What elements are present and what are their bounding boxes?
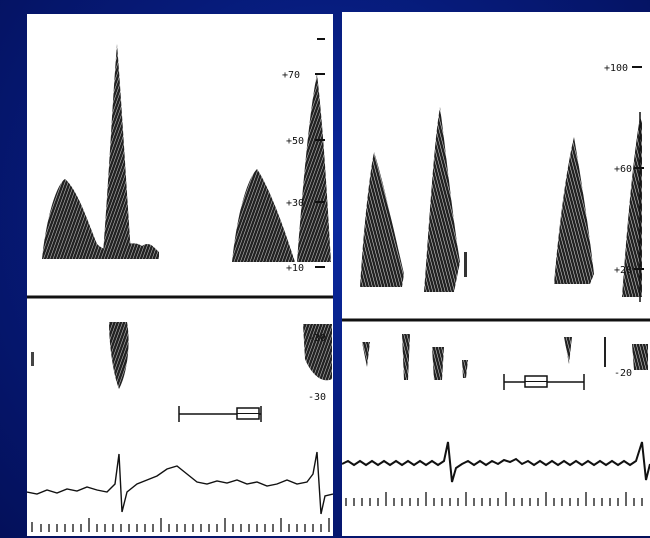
artifact-mark bbox=[31, 352, 34, 366]
reverse-flow-signal bbox=[362, 334, 648, 380]
right-upper-scale: +100 +60 +20 bbox=[604, 63, 644, 302]
spectral-envelope bbox=[111, 242, 159, 259]
spectral-envelope bbox=[464, 252, 467, 277]
scale-label: -30 bbox=[308, 392, 326, 403]
spectral-envelope bbox=[232, 169, 295, 262]
spectral-envelope bbox=[554, 137, 594, 284]
scale-label: +10 bbox=[286, 263, 304, 274]
left-lower-scale: -30 -30 bbox=[308, 333, 326, 403]
ecg-trace bbox=[342, 441, 650, 483]
scale-label: +70 bbox=[282, 70, 300, 81]
ecg-trace bbox=[27, 451, 333, 515]
reverse-flow-signal bbox=[109, 322, 129, 389]
time-marker-bar bbox=[345, 492, 643, 506]
spectral-envelope bbox=[103, 44, 131, 254]
left-doppler-panel: +70 +50 +30 +10 -30 -30 bbox=[27, 14, 333, 536]
caliper-icon bbox=[178, 406, 262, 422]
left-doppler-svg: +70 +50 +30 +10 -30 -30 bbox=[27, 38, 333, 532]
spectral-envelope bbox=[622, 117, 642, 297]
artifact-mark bbox=[604, 337, 606, 367]
scale-label: +100 bbox=[604, 63, 628, 74]
time-marker-bar bbox=[31, 518, 330, 532]
scale-label: +30 bbox=[286, 198, 304, 209]
right-doppler-panel: +100 +60 +20 -20 bbox=[342, 12, 650, 536]
caliper-icon bbox=[503, 374, 585, 390]
spectral-envelope bbox=[424, 107, 460, 292]
scale-label: +50 bbox=[286, 136, 304, 147]
scale-label: -20 bbox=[614, 368, 632, 379]
scale-label: -30 bbox=[308, 333, 326, 344]
reverse-flow-signal bbox=[303, 324, 332, 381]
spectral-envelope bbox=[297, 74, 331, 262]
left-upper-scale: +70 +50 +30 +10 bbox=[282, 38, 325, 274]
spectral-envelope bbox=[360, 152, 404, 287]
scale-label: +20 bbox=[614, 265, 632, 276]
spectral-envelope bbox=[42, 179, 122, 259]
right-doppler-svg: +100 +60 +20 -20 bbox=[342, 63, 650, 506]
scale-label: +60 bbox=[614, 164, 632, 175]
